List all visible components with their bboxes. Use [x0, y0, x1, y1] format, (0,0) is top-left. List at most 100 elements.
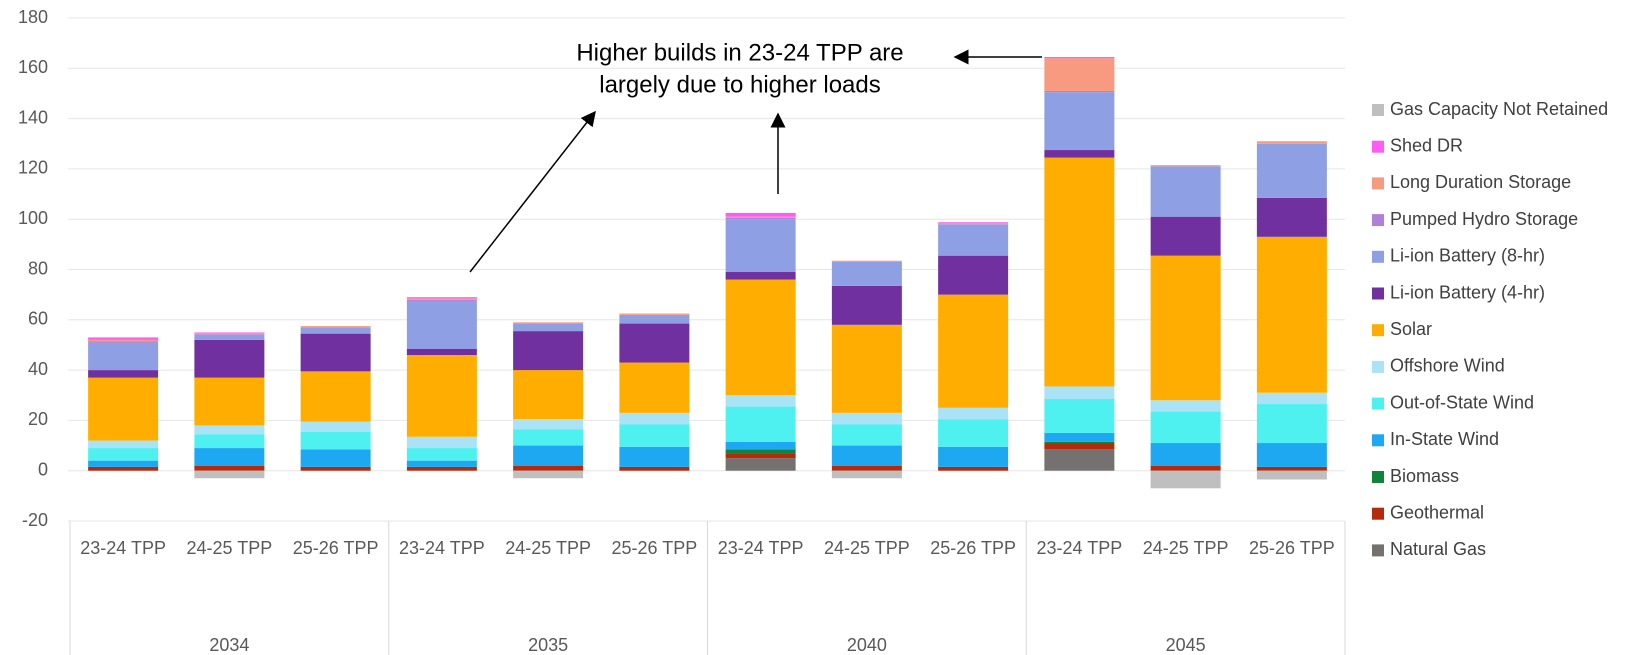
y-tick-label: 80	[28, 258, 48, 278]
x-tick-label: 25-26 TPP	[1249, 538, 1335, 558]
bar-segment	[88, 341, 159, 343]
bar-segment	[406, 448, 477, 461]
y-tick-label: 60	[28, 309, 48, 329]
legend: Gas Capacity Not Retained Shed DR Long Dur…	[1372, 99, 1608, 559]
bar-segment	[938, 446, 1009, 467]
y-tick-label: 120	[18, 158, 48, 178]
bar-segment	[725, 458, 796, 471]
bar-segment	[725, 453, 796, 459]
bar-segment	[1044, 58, 1115, 91]
bar-segment	[831, 470, 902, 479]
bar-segment	[1256, 392, 1327, 405]
legend-swatch	[1372, 544, 1384, 557]
bar-segment	[1044, 92, 1115, 151]
bar-segment	[1044, 443, 1115, 450]
bar-segment	[1256, 443, 1327, 467]
bar-segment	[194, 334, 265, 340]
x-tick-label: 25-26 TPP	[612, 538, 698, 558]
legend-label: Pumped Hydro Storage	[1390, 209, 1578, 229]
bar-segment	[725, 279, 796, 396]
bar-segment	[725, 216, 796, 218]
legend-swatch	[1372, 324, 1384, 337]
bar-segment	[300, 421, 371, 432]
bar-segment	[1044, 56, 1115, 59]
legend-label: Li-ion Battery (4-hr)	[1390, 282, 1545, 302]
x-tick-label: 25-26 TPP	[293, 538, 379, 558]
bar-segment	[938, 222, 1009, 223]
bar-segment	[725, 449, 796, 454]
group-label: 2045	[1166, 635, 1206, 655]
arrow	[469, 110, 596, 273]
bar-segment	[88, 337, 159, 340]
y-tick-label: 0	[38, 459, 48, 479]
legend-label: Biomass	[1390, 466, 1459, 486]
bar-segment	[1256, 197, 1327, 237]
bar-segment	[938, 224, 1009, 256]
bar-segment	[1044, 432, 1115, 442]
legend-swatch	[1372, 397, 1384, 410]
legend-swatch	[1372, 250, 1384, 263]
legend-swatch	[1372, 140, 1384, 153]
bar-segment	[725, 272, 796, 280]
x-tick-label: 24-25 TPP	[1143, 538, 1229, 558]
group-label: 2040	[847, 635, 887, 655]
bar-segment	[88, 342, 159, 371]
group-label: 2034	[209, 635, 249, 655]
legend-swatch	[1372, 434, 1384, 447]
bar-segment	[725, 212, 796, 217]
bar-segment	[1044, 441, 1115, 444]
bar-segment	[513, 429, 584, 446]
bar-segment	[513, 445, 584, 466]
bar-segment	[300, 466, 371, 471]
bar-segment	[938, 407, 1009, 420]
bar-segment	[831, 445, 902, 466]
bar-segment	[1150, 165, 1221, 167]
bar-segment	[88, 339, 159, 342]
bar-segment	[831, 285, 902, 325]
legend-label: Out-of-State Wind	[1390, 392, 1534, 412]
bar-segment	[1044, 157, 1115, 387]
bar-segment	[300, 327, 371, 334]
y-tick-label: 40	[28, 359, 48, 379]
bar-segment	[1044, 90, 1115, 93]
bar-segment	[194, 334, 265, 335]
annotation-text: largely due to higher loads	[599, 71, 881, 98]
bar-segment	[1256, 404, 1327, 444]
bar-segment	[938, 222, 1009, 225]
bar-segment	[1256, 141, 1327, 144]
bar-segment	[513, 470, 584, 479]
bar-segment	[619, 412, 690, 425]
bar-segment	[1044, 150, 1115, 158]
bar-segment	[88, 460, 159, 467]
annotation: Higher builds in 23-24 TPP are largely d…	[469, 39, 1042, 273]
bar-segment	[513, 419, 584, 430]
bar-segment	[194, 470, 265, 479]
bar-segment	[619, 446, 690, 467]
bar-segment	[406, 297, 477, 299]
bar-segment	[1044, 449, 1115, 471]
bar-segment	[1150, 411, 1221, 444]
x-tick-label: 24-25 TPP	[187, 538, 273, 558]
bar-segment	[513, 331, 584, 371]
bar-segment	[406, 460, 477, 467]
bar-segment	[194, 434, 265, 449]
bar-segment	[1256, 470, 1327, 480]
bar-segment	[194, 339, 265, 378]
bar-segment	[194, 425, 265, 435]
bar-segment	[619, 424, 690, 447]
bar-segment	[88, 370, 159, 378]
bar-segment	[619, 314, 690, 324]
bar-segment	[619, 323, 690, 363]
y-tick-label: 100	[18, 208, 48, 228]
y-tick-label: 20	[28, 409, 48, 429]
bar-segment	[1044, 386, 1115, 400]
bar-segment	[406, 348, 477, 356]
bar-segment	[194, 332, 265, 333]
bar-segment	[300, 449, 371, 467]
legend-swatch	[1372, 360, 1384, 373]
bar-segment	[938, 419, 1009, 447]
bar-segment	[831, 261, 902, 286]
bar-segment	[1150, 216, 1221, 256]
bar-segment	[831, 260, 902, 262]
